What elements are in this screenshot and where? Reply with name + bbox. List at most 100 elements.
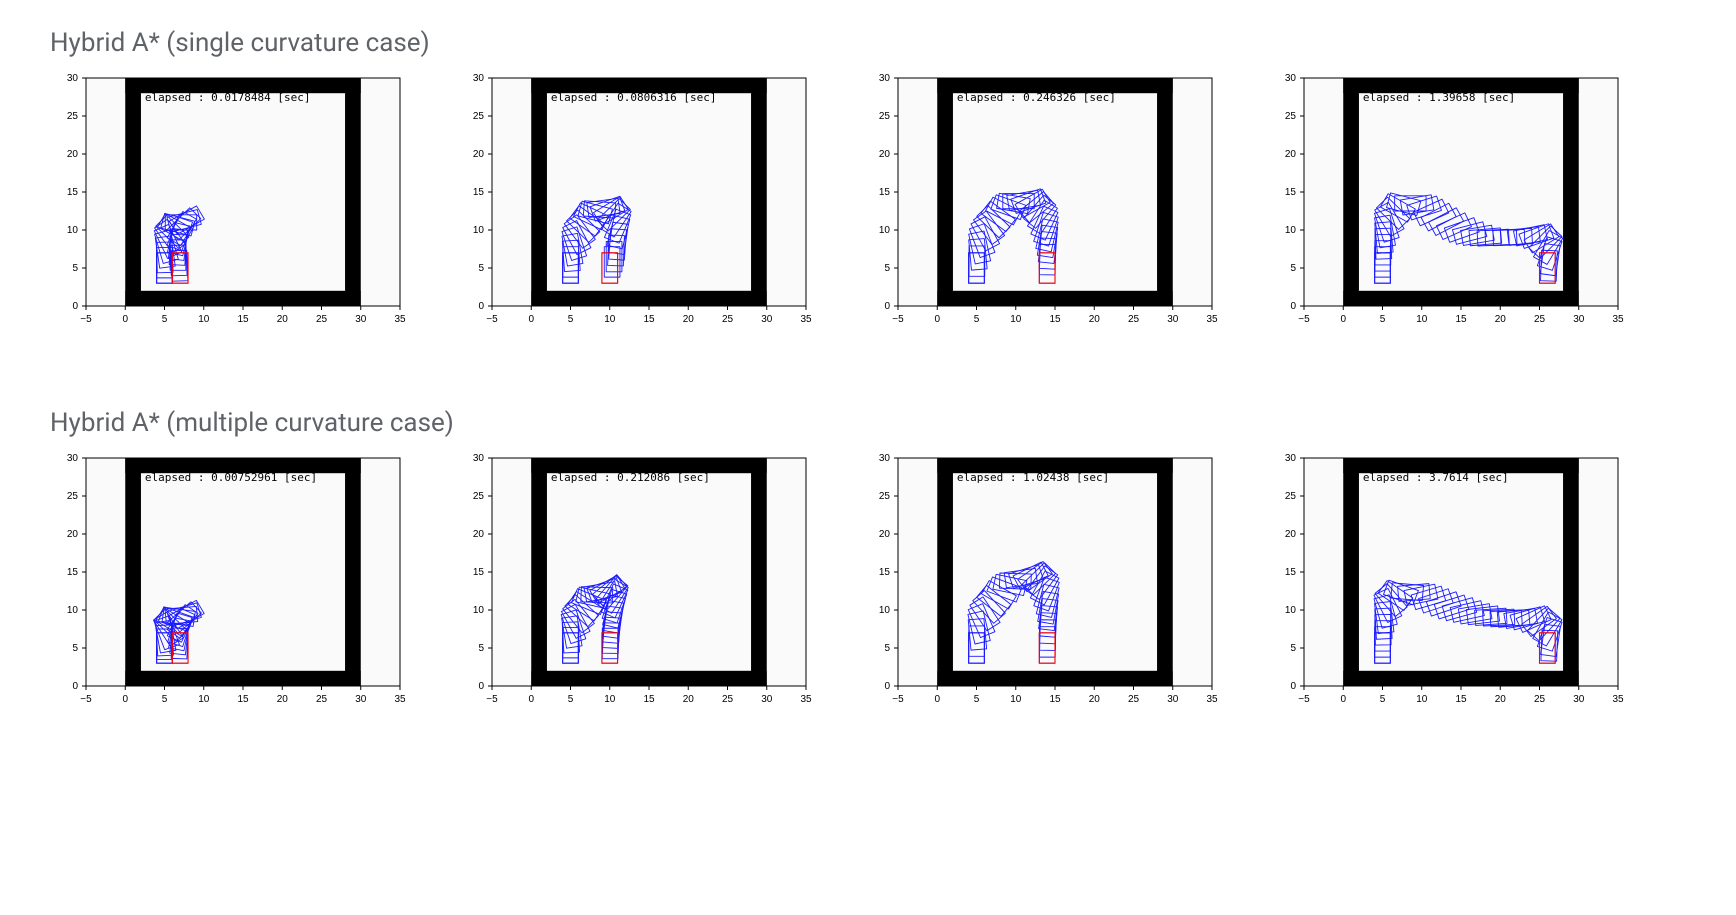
svg-text:15: 15 [473,567,485,578]
svg-text:35: 35 [394,314,406,325]
svg-text:20: 20 [1089,314,1101,325]
svg-text:25: 25 [316,694,328,705]
svg-text:10: 10 [198,314,210,325]
panel-r2c4: elapsed : 3.7614 [sec]−50510152025303505… [1268,452,1624,708]
svg-text:20: 20 [1089,694,1101,705]
svg-text:20: 20 [879,529,891,540]
svg-text:35: 35 [1612,694,1624,705]
page: Hybrid A* (single curvature case) elapse… [0,0,1736,828]
svg-text:15: 15 [1049,314,1061,325]
svg-text:10: 10 [1010,694,1022,705]
elapsed-label: elapsed : 0.0178484 [sec] [145,91,311,104]
svg-text:15: 15 [643,314,655,325]
subplot: elapsed : 0.0178484 [sec]−50510152025303… [50,72,406,328]
svg-text:25: 25 [316,314,328,325]
svg-text:25: 25 [1128,694,1140,705]
svg-text:10: 10 [1416,314,1428,325]
svg-text:5: 5 [884,643,890,654]
svg-text:0: 0 [1290,681,1296,692]
svg-text:30: 30 [355,694,367,705]
svg-text:0: 0 [1290,301,1296,312]
section-title-row1: Hybrid A* (single curvature case) [50,28,1706,58]
svg-text:15: 15 [237,314,249,325]
svg-text:20: 20 [1495,694,1507,705]
subplot: elapsed : 0.246326 [sec]−505101520253035… [862,72,1218,328]
svg-text:0: 0 [1340,314,1346,325]
svg-text:5: 5 [478,263,484,274]
svg-text:20: 20 [1495,314,1507,325]
svg-text:0: 0 [72,681,78,692]
svg-text:5: 5 [974,694,980,705]
svg-text:−5: −5 [892,314,904,325]
panel-r1c3: elapsed : 0.246326 [sec]−505101520253035… [862,72,1218,328]
svg-text:25: 25 [879,491,891,502]
elapsed-label: elapsed : 3.7614 [sec] [1363,471,1509,484]
svg-text:10: 10 [67,225,79,236]
svg-text:20: 20 [1285,529,1297,540]
elapsed-label: elapsed : 0.246326 [sec] [957,91,1116,104]
row-2: elapsed : 0.00752961 [sec]−5051015202530… [50,452,1706,708]
svg-text:15: 15 [67,187,79,198]
svg-text:5: 5 [974,314,980,325]
elapsed-label: elapsed : 0.00752961 [sec] [145,471,317,484]
svg-text:−5: −5 [486,314,498,325]
svg-text:30: 30 [473,73,485,84]
svg-text:−5: −5 [1298,694,1310,705]
svg-text:10: 10 [879,605,891,616]
svg-text:−5: −5 [1298,314,1310,325]
elapsed-label: elapsed : 1.39658 [sec] [1363,91,1515,104]
svg-text:5: 5 [72,263,78,274]
svg-text:10: 10 [473,225,485,236]
svg-text:0: 0 [884,681,890,692]
svg-text:5: 5 [162,314,168,325]
svg-text:5: 5 [162,694,168,705]
svg-text:5: 5 [1380,314,1386,325]
svg-text:5: 5 [884,263,890,274]
svg-text:30: 30 [879,453,891,464]
svg-text:10: 10 [1285,225,1297,236]
svg-text:25: 25 [722,314,734,325]
elapsed-label: elapsed : 1.02438 [sec] [957,471,1109,484]
svg-text:10: 10 [1010,314,1022,325]
svg-text:20: 20 [879,149,891,160]
svg-text:30: 30 [1167,314,1179,325]
svg-text:35: 35 [800,694,812,705]
svg-text:35: 35 [1206,694,1218,705]
svg-text:30: 30 [67,453,79,464]
subplot: elapsed : 0.0806316 [sec]−50510152025303… [456,72,812,328]
elapsed-label: elapsed : 0.0806316 [sec] [551,91,717,104]
svg-text:5: 5 [1290,643,1296,654]
svg-text:30: 30 [473,453,485,464]
svg-text:20: 20 [683,694,695,705]
svg-text:25: 25 [1128,314,1140,325]
svg-text:−5: −5 [892,694,904,705]
svg-text:5: 5 [568,314,574,325]
svg-text:30: 30 [1573,694,1585,705]
svg-text:20: 20 [473,529,485,540]
subplot: elapsed : 0.00752961 [sec]−5051015202530… [50,452,406,708]
subplot: elapsed : 3.7614 [sec]−50510152025303505… [1268,452,1624,708]
svg-text:30: 30 [355,314,367,325]
svg-text:15: 15 [879,567,891,578]
svg-text:30: 30 [1285,73,1297,84]
svg-text:10: 10 [1416,694,1428,705]
svg-text:5: 5 [1380,694,1386,705]
svg-text:15: 15 [879,187,891,198]
svg-text:30: 30 [67,73,79,84]
svg-text:25: 25 [473,491,485,502]
svg-text:−5: −5 [80,694,92,705]
svg-text:25: 25 [879,111,891,122]
svg-text:35: 35 [394,694,406,705]
svg-text:25: 25 [722,694,734,705]
subplot: elapsed : 0.212086 [sec]−505101520253035… [456,452,812,708]
svg-text:5: 5 [1290,263,1296,274]
svg-text:25: 25 [1534,314,1546,325]
svg-text:25: 25 [1285,491,1297,502]
svg-text:0: 0 [884,301,890,312]
panel-r1c4: elapsed : 1.39658 [sec]−5051015202530350… [1268,72,1624,328]
svg-text:35: 35 [800,314,812,325]
svg-text:20: 20 [277,694,289,705]
svg-text:30: 30 [1167,694,1179,705]
svg-text:5: 5 [568,694,574,705]
svg-text:10: 10 [1285,605,1297,616]
